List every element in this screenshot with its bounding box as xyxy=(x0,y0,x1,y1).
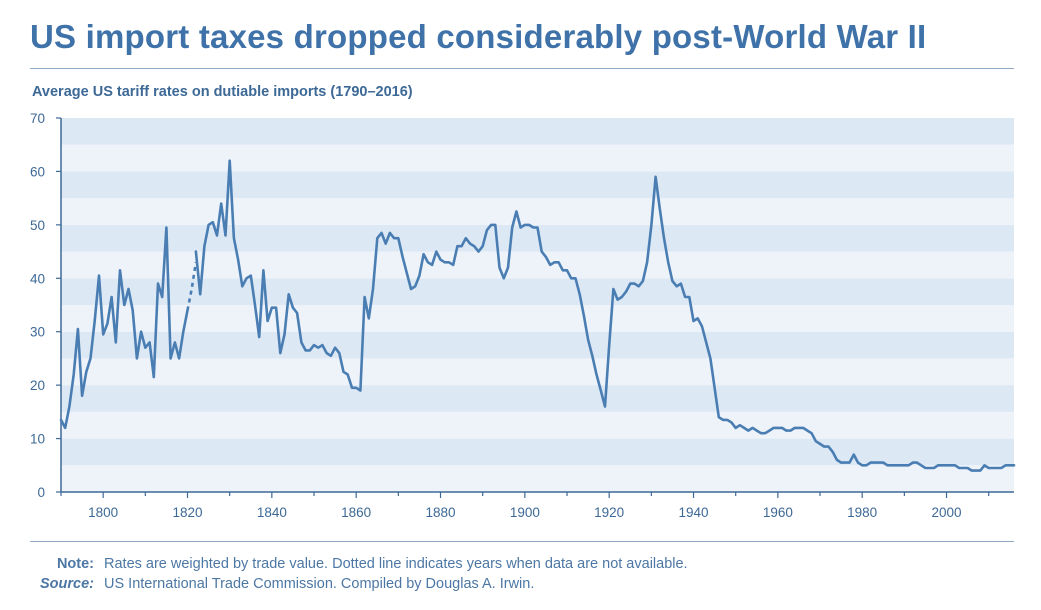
grid-band xyxy=(61,411,1014,439)
tariff-line xyxy=(194,159,1016,472)
y-tick-label: 70 xyxy=(30,111,45,126)
grid-band xyxy=(61,385,1014,412)
y-axis-tick-labels: 0 10 20 30 40 50 60 70 xyxy=(30,111,45,500)
x-tick-label: 1860 xyxy=(341,505,371,520)
grid-band xyxy=(61,171,1014,199)
grid-band xyxy=(61,278,1014,305)
x-tick-label: 2000 xyxy=(932,505,962,520)
x-tick-label: 1880 xyxy=(425,505,455,520)
source-text: US International Trade Commission. Compi… xyxy=(104,576,535,592)
y-tick-label: 60 xyxy=(30,164,45,179)
y-tick-label: 10 xyxy=(30,432,45,447)
grid-band xyxy=(61,331,1014,359)
grid-band xyxy=(61,251,1014,279)
grid-band xyxy=(61,305,1014,332)
x-tick-label: 1800 xyxy=(88,505,118,520)
x-tick-label: 1920 xyxy=(594,505,624,520)
y-tick-label: 50 xyxy=(30,218,45,233)
tariff-line-chart: 0 10 20 30 40 50 60 70 1800 1820 1840 1860 1880 1900… xyxy=(30,111,1016,520)
x-tick-label: 1840 xyxy=(257,505,287,520)
grid-band xyxy=(61,144,1014,172)
tariff-line xyxy=(59,226,189,430)
y-tick-label: 40 xyxy=(30,271,45,286)
grid-band xyxy=(61,358,1014,386)
grid-band xyxy=(61,118,1014,145)
x-tick-label: 1980 xyxy=(847,505,877,520)
grid-band xyxy=(61,198,1014,225)
y-tick-label: 0 xyxy=(37,485,45,500)
page-title: US import taxes dropped considerably pos… xyxy=(30,18,927,55)
source-row: Source: US International Trade Commission… xyxy=(32,576,688,596)
footer-divider xyxy=(30,541,1014,542)
grid-band xyxy=(61,465,1014,492)
title-divider xyxy=(30,68,1014,69)
note-row: Note: Rates are weighted by trade value. … xyxy=(32,556,688,576)
y-tick-label: 20 xyxy=(30,378,45,393)
grid-band xyxy=(61,438,1014,466)
x-tick-label: 1820 xyxy=(172,505,202,520)
x-axis-tick-labels: 1800 1820 1840 1860 1880 1900 1920 1940 1960 1980… xyxy=(88,505,961,520)
x-tick-label: 1900 xyxy=(510,505,540,520)
note-label: Note: xyxy=(56,556,94,572)
chart-axes xyxy=(56,117,1014,498)
x-tick-label: 1940 xyxy=(678,505,708,520)
x-tick-label: 1960 xyxy=(763,505,793,520)
grid-bands xyxy=(61,118,1014,492)
chart-notes: Note: Rates are weighted by trade value. … xyxy=(32,556,688,596)
note-text: Rates are weighted by trade value. Dotte… xyxy=(104,556,688,572)
chart-title: Average US tariff rates on dutiable impo… xyxy=(32,84,413,100)
data-series xyxy=(59,159,1016,472)
y-tick-label: 30 xyxy=(30,325,45,340)
source-label: Source: xyxy=(40,576,94,592)
